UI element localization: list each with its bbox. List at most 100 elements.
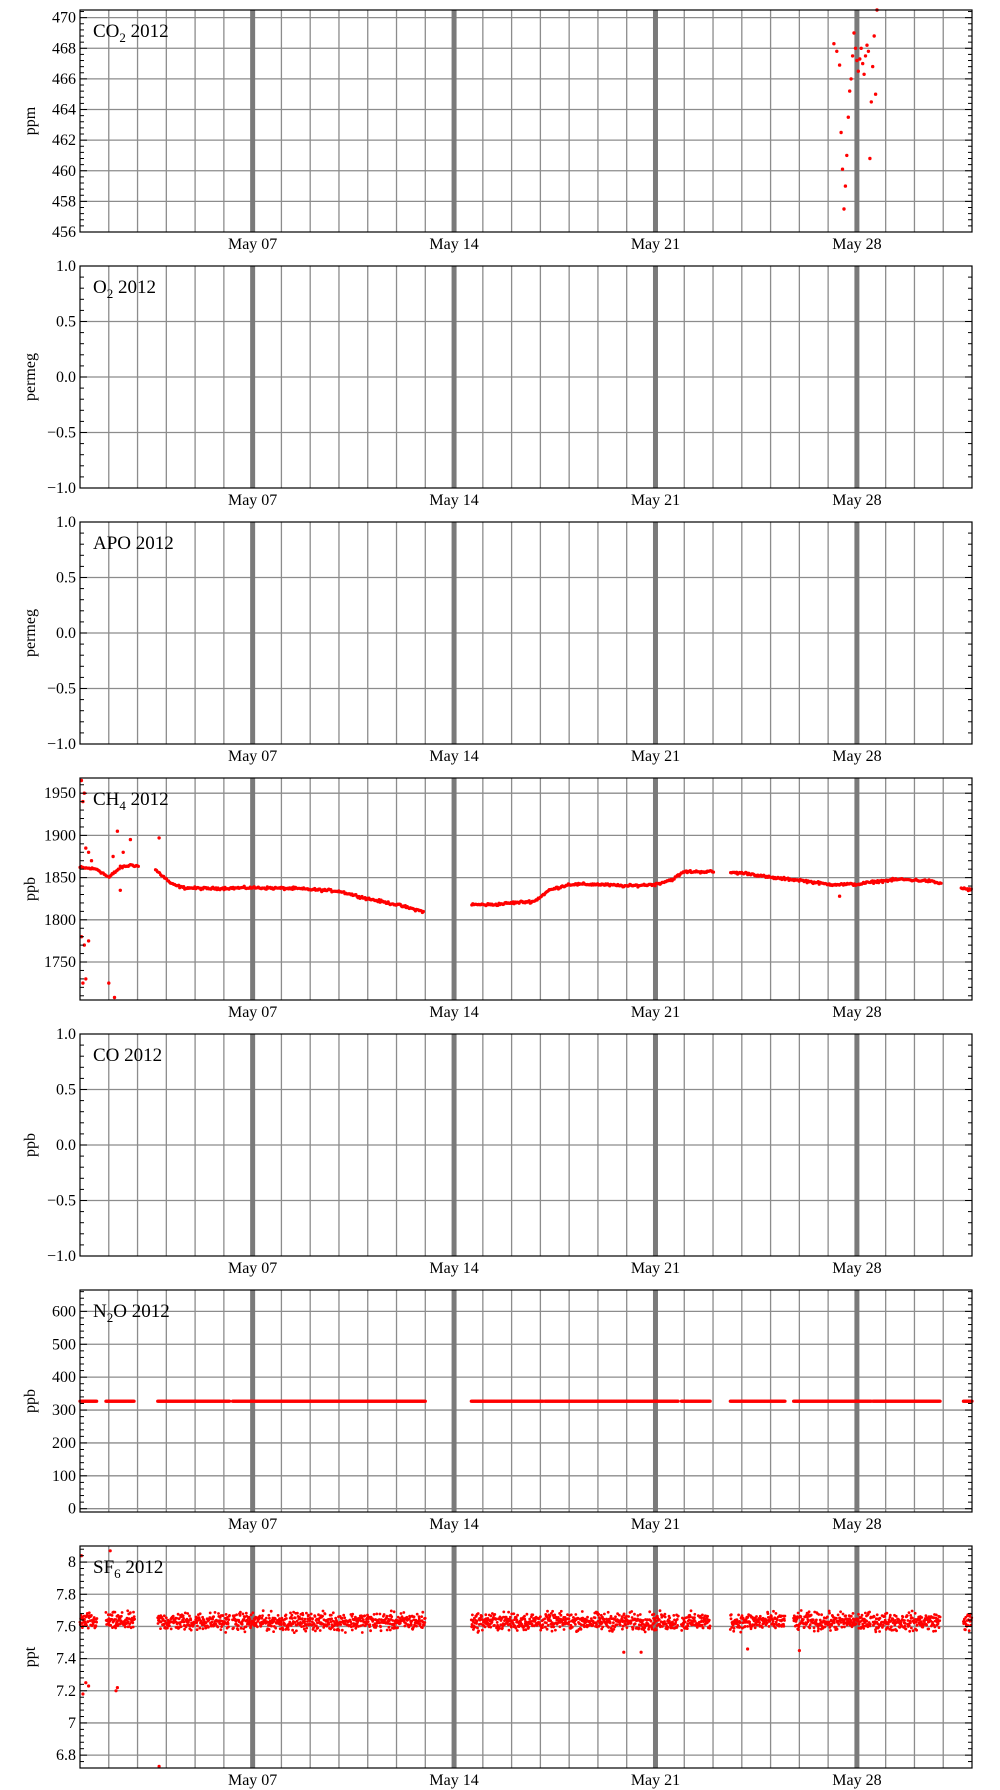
x-tick-label: May 28 [832,1260,881,1277]
data-point [418,1622,422,1626]
data-point [287,1628,290,1631]
data-point [543,1617,547,1621]
data-point [862,72,866,77]
data-point [621,1624,625,1628]
data-point [732,1626,736,1630]
data-point [806,1620,810,1623]
data-point [484,1613,488,1617]
data-point [746,1625,749,1628]
y-tick-label: 468 [52,40,76,57]
data-point [313,1615,317,1618]
y-tick-label: 500 [52,1336,76,1353]
data-point [866,49,871,53]
data-point [851,1612,855,1615]
data-point [169,1627,173,1631]
data-point [774,1612,778,1615]
data-point [385,1614,389,1618]
data-point [812,1626,816,1630]
data-point [389,1609,393,1613]
data-point [128,837,133,842]
data-point [801,1618,805,1621]
data-point [476,1612,480,1615]
data-point [676,1624,679,1627]
data-point [835,49,839,53]
data-point [650,1627,654,1631]
data-point [817,1627,820,1631]
data-point [771,1620,775,1623]
data-point [219,1628,223,1631]
data-point [904,1627,908,1631]
data-point [276,1614,280,1617]
data-point [541,1626,544,1629]
data-point [729,1613,733,1616]
data-point [923,1620,926,1624]
data-point [164,1616,168,1620]
data-point [676,1614,680,1618]
data-point [508,1615,512,1619]
data-point [840,167,845,171]
data-point [184,1625,188,1629]
data-point [815,1618,818,1622]
data-point [422,1623,426,1627]
data-point [421,909,425,914]
data-point [783,1399,787,1403]
y-tick-label: 1950 [44,785,76,802]
x-tick-label: May 07 [228,748,277,765]
data-point [392,1610,396,1614]
panel-title: O2 2012 [93,277,156,301]
data-point [117,867,121,871]
data-point [676,1399,680,1403]
y-tick-label: −1.0 [47,1248,76,1265]
data-point [766,1612,770,1615]
data-point [228,1614,231,1617]
data-point [267,1628,271,1631]
data-point [618,1623,622,1627]
data-point [115,829,120,833]
data-point [663,1612,667,1616]
data-point [737,1613,740,1617]
data-point [112,995,117,1000]
y-tick-label: 1.0 [56,258,76,275]
data-point [869,100,873,104]
data-point [208,1611,212,1615]
data-point [653,884,657,888]
data-point [899,1621,903,1624]
data-point [843,184,848,188]
data-point [743,1625,747,1628]
data-point [410,1623,413,1627]
data-point [861,61,865,66]
data-point [608,1621,612,1625]
data-point [878,1616,882,1620]
y-tick-label: 456 [52,224,76,241]
data-point [828,1611,831,1615]
data-point [617,1613,621,1617]
data-point [94,1624,98,1628]
data-point [239,1610,242,1614]
panel-4: −1.0 −0.5 0.0 0.5 1.0 May 07 May 14 May 21 May 2… [22,1026,973,1277]
data-point [837,894,842,898]
data-point [874,1630,878,1634]
y-tick-label: 464 [52,102,76,119]
data-point [657,1618,661,1621]
data-point [113,1610,117,1614]
data-point [570,1625,574,1629]
data-point [693,1616,696,1619]
data-point [523,1617,527,1621]
data-point [910,1626,913,1630]
data-point [701,1626,705,1630]
data-point [111,854,115,859]
data-point [375,1612,379,1616]
data-point [775,1618,779,1622]
data-point [630,1610,634,1613]
panel-5: 0 100 200 300 400 500 600 May 07 May 14 May 21 May… [22,1289,974,1533]
data-point [293,1616,297,1620]
data-point [248,1617,252,1621]
data-point [110,1614,114,1617]
data-point [81,981,85,985]
data-point [732,1629,736,1633]
data-point [402,1611,406,1614]
data-point [198,1612,202,1616]
x-tick-label: May 21 [631,492,680,509]
data-point [235,1613,239,1617]
data-point [318,1629,322,1632]
